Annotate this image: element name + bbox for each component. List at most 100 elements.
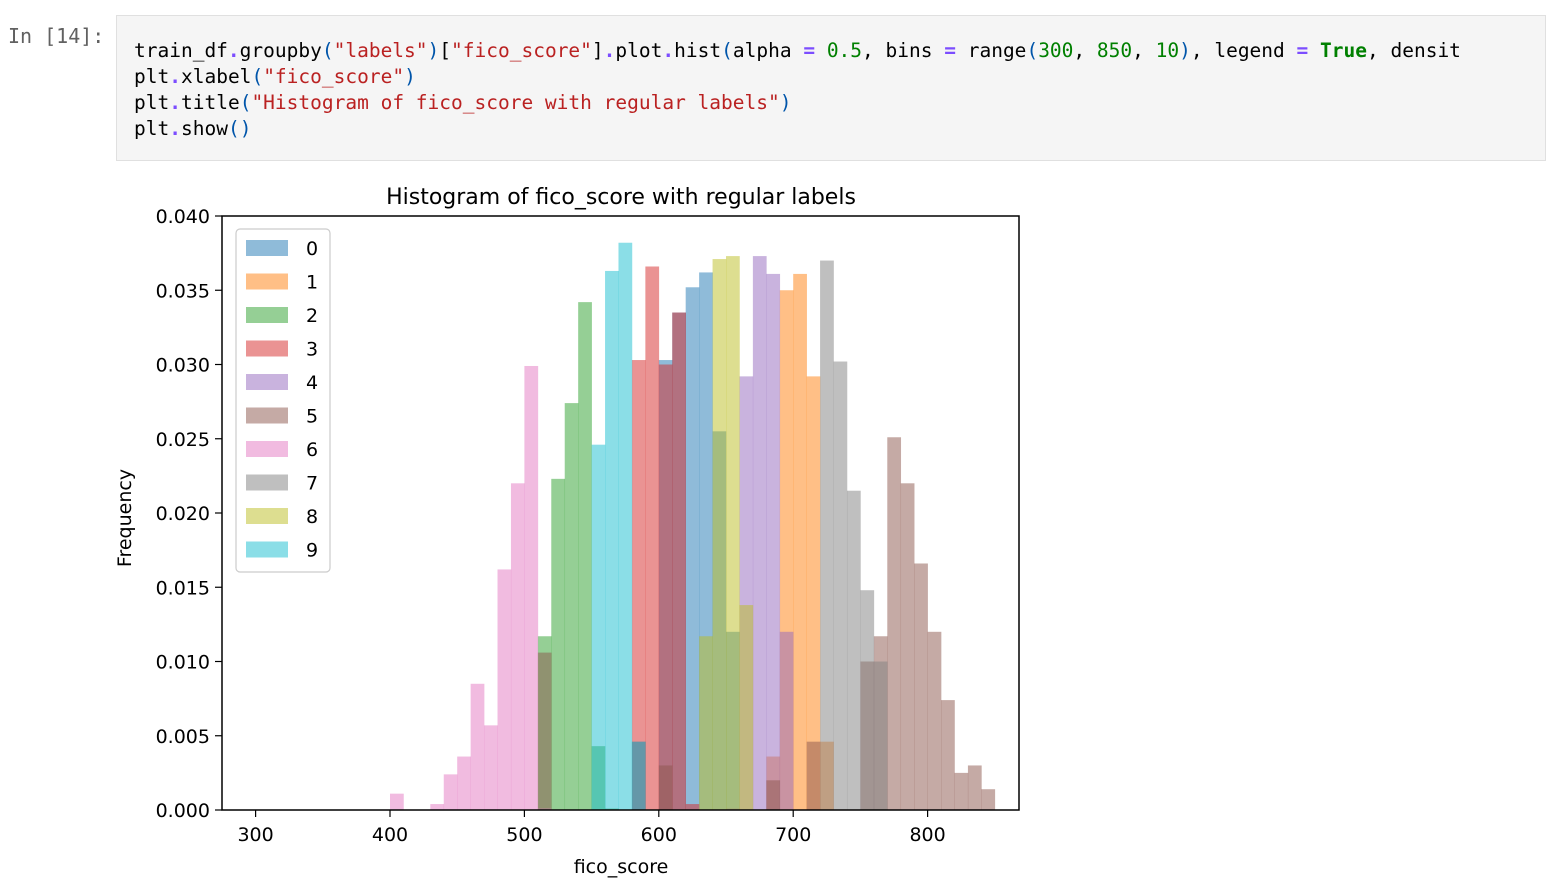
histogram-bar-label-8: [726, 256, 740, 811]
histogram-bar-label-0: [685, 287, 700, 810]
histogram-bar-label-5: [967, 765, 982, 810]
histogram-bar-label-1: [806, 376, 821, 810]
histogram-bar-label-7: [860, 590, 875, 810]
code-token: (: [321, 39, 334, 62]
y-tick-label: 0.005: [156, 726, 210, 748]
histogram-bar-label-5: [954, 772, 969, 810]
code-token: .: [169, 65, 181, 88]
histogram-bar-label-6: [457, 756, 471, 810]
code-token: "labels": [333, 39, 428, 62]
code-token: show: [180, 117, 228, 140]
histogram-bar-label-5: [806, 741, 821, 810]
legend-swatch: [246, 407, 288, 424]
x-tick-label: 600: [641, 824, 677, 846]
code-token: , densit: [1367, 39, 1461, 62]
code-token: 850: [1096, 39, 1133, 62]
x-tick-label: 300: [237, 824, 273, 846]
histogram-bar-label-5: [900, 483, 915, 810]
code-token: range: [955, 39, 1027, 62]
code-token: title: [180, 91, 240, 114]
legend-label: 0: [306, 238, 318, 260]
legend: 0 1 2 3 4 5 6 7 8 9: [235, 228, 331, 573]
code-token: ,: [1132, 39, 1156, 62]
legend-swatch: [246, 508, 288, 524]
x-tick-label: 400: [372, 824, 408, 846]
histogram-bar-label-7: [833, 361, 848, 810]
cell-output: 300 400 500 600 700 800 0.000 0.005 0.010 0.015 0…: [108, 172, 1038, 884]
x-tick-label: 700: [775, 824, 811, 846]
histogram-bar-label-6: [430, 804, 445, 810]
code-token: groupby: [239, 39, 322, 62]
code-token: ,: [1073, 39, 1097, 62]
histogram-bar-label-6: [390, 793, 404, 810]
code-token: train_df: [134, 39, 228, 62]
y-axis-label: Frequency: [114, 469, 136, 567]
code-token: [815, 39, 827, 62]
legend-swatch: [246, 240, 288, 256]
code-token: plt: [134, 91, 170, 114]
code-token: .: [169, 91, 181, 114]
y-axis: 0.000 0.005 0.010 0.015 0.020 0.025 0.030 0.035…: [156, 206, 222, 822]
legend-label: 9: [306, 540, 318, 562]
histogram-chart: 300 400 500 600 700 800 0.0000.0050.0100.0150…: [114, 185, 1020, 878]
legend-label: 4: [306, 372, 318, 394]
chart-title: Histogram of fico_score with regular lab…: [386, 185, 856, 210]
y-tick-label: 0.020: [156, 503, 210, 525]
code-token: ): [404, 65, 416, 88]
histogram-bar-label-4: [766, 273, 781, 810]
histogram-bar-label-1: [793, 273, 807, 810]
histogram-bar-label-6: [484, 725, 498, 810]
code-token: ): [1179, 39, 1191, 62]
code-token: 300: [1038, 39, 1074, 62]
legend-label: 7: [306, 473, 318, 495]
histogram-bar-label-6: [510, 483, 525, 810]
histogram-bar-label-8: [699, 636, 713, 810]
legend-swatch: [246, 273, 288, 290]
histogram-bar-label-7: [873, 661, 888, 810]
code-token: xlabel: [180, 65, 252, 88]
histogram-bar-label-9: [631, 741, 646, 810]
code-token: , legend: [1190, 39, 1297, 62]
code-token: =: [944, 39, 956, 62]
code-token: plot: [615, 39, 663, 62]
code-token: "fico_score": [451, 39, 592, 62]
x-tick-label: 800: [909, 824, 945, 846]
cell-prompt: In [14]:: [8, 24, 105, 48]
code-token: (: [239, 91, 252, 114]
legend-swatch: [246, 374, 288, 390]
code-token: ]: [591, 39, 604, 62]
code-token: .: [662, 39, 675, 62]
code-token: , bins: [862, 39, 945, 62]
code-token: plt: [134, 65, 170, 88]
code-cell-input[interactable]: train_df.groupby("labels")["fico_score"]…: [116, 15, 1546, 161]
code-token: "fico_score": [263, 65, 405, 88]
y-tick-label: 0.030: [156, 355, 210, 377]
legend-swatch: [246, 474, 288, 491]
code-token: [1308, 39, 1320, 62]
legend-label: 2: [306, 305, 318, 327]
legend-swatch: [246, 307, 288, 323]
code-token: ): [779, 91, 792, 114]
histogram-bar-label-7: [846, 490, 861, 810]
histogram-bar-label-3: [672, 312, 686, 810]
legend-swatch: [246, 541, 288, 558]
histogram-bar-label-9: [618, 242, 633, 811]
histogram-bar-label-8: [712, 259, 727, 810]
histogram-bar-label-5: [941, 700, 955, 810]
histogram-bar-label-3: [631, 360, 646, 810]
legend-label: 3: [306, 339, 318, 361]
legend-label: 5: [306, 406, 318, 428]
histogram-bar-label-5: [658, 765, 673, 810]
code-token: .: [603, 39, 616, 62]
code-token: [: [439, 39, 452, 62]
histogram-bar-label-5: [537, 652, 552, 810]
code-editor[interactable]: train_df.groupby("labels")["fico_score"]…: [134, 38, 1461, 142]
histogram-bar-label-9: [591, 444, 606, 810]
histogram-bar-label-5: [887, 437, 902, 810]
histogram-bar-label-3: [685, 804, 700, 810]
y-tick-label: 0.010: [156, 652, 210, 674]
histogram-bar-label-6: [443, 774, 458, 810]
histogram-bar-label-6: [470, 683, 485, 810]
legend-label: 1: [306, 272, 318, 294]
code-token: (: [251, 65, 264, 88]
